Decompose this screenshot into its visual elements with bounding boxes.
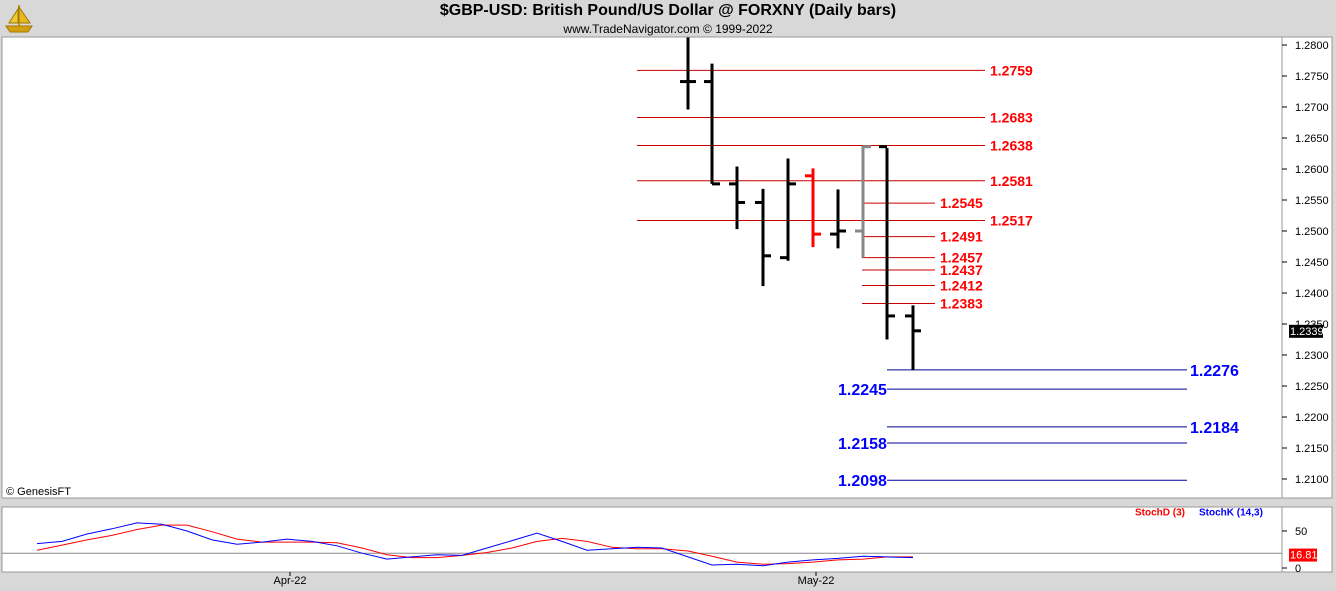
y-tick-label: 1.2550 [1295,195,1329,207]
ohlc-bar[interactable] [830,189,846,249]
stoch-d-line [36,524,913,565]
resistance-label: 1.2437 [940,262,983,278]
support-label: 1.2276 [1190,363,1239,380]
price-panel [1,36,1283,499]
resistance-label: 1.2517 [990,212,1033,228]
support-label: 1.2098 [838,473,887,490]
stochastic-axis [1281,506,1333,573]
stochastic-panel [1,506,1283,573]
y-tick-label: 1.2600 [1295,164,1329,176]
ohlc-bar[interactable] [905,305,921,370]
ohlc-bar[interactable] [755,188,771,287]
ohlc-bar[interactable] [805,168,821,248]
y-tick-label: 1.2200 [1295,412,1329,424]
resistance-label: 1.2383 [940,296,983,312]
gold-sailboat-logo-icon[interactable] [4,3,34,35]
stoch-d-legend: StochD (3) [1135,507,1185,518]
ohlc-bar[interactable] [855,145,871,258]
ohlc-bar[interactable] [680,37,696,110]
chart-title: $GBP-USD: British Pound/US Dollar @ FORX… [439,2,897,19]
support-label: 1.2245 [838,382,887,399]
ohlc-bar[interactable] [879,145,895,340]
y-tick-label: 1.2750 [1295,71,1329,83]
stoch-k-legend: StochK (14,3) [1199,507,1263,518]
resistance-label: 1.2581 [990,173,1033,189]
last-price-box [1289,324,1323,338]
stoch-y-tick-label: 50 [1295,526,1307,538]
resistance-label: 1.2457 [940,250,983,266]
stoch-k-line [36,522,914,567]
y-tick-label: 1.2250 [1295,381,1329,393]
ohlc-bar[interactable] [780,158,796,261]
y-tick-label: 1.2800 [1295,40,1329,52]
resistance-label: 1.2491 [940,229,983,245]
copyright-label: © GenesisFT [6,486,71,498]
y-tick-label: 1.2700 [1295,102,1329,114]
resistance-label: 1.2638 [990,137,1033,153]
resistance-label: 1.2412 [940,278,983,294]
y-tick-label: 1.2100 [1295,474,1329,486]
ohlc-bar[interactable] [704,63,720,186]
ohlc-bar[interactable] [729,166,745,230]
stoch-last-value-label: 16.81 [1290,550,1318,562]
stoch-y-tick-label: 0 [1295,563,1301,575]
support-label: 1.2158 [838,436,887,453]
y-tick-label: 1.2150 [1295,443,1329,455]
x-tick-label: Apr-22 [273,575,306,587]
y-tick-label: 1.2450 [1295,257,1329,269]
price-axis [1281,36,1333,499]
stoch-last-value-box [1289,548,1317,562]
resistance-label: 1.2683 [990,110,1033,126]
last-price-label: 1.2339 [1290,326,1324,338]
resistance-label: 1.2759 [990,62,1033,78]
y-tick-label: 1.2400 [1295,288,1329,300]
y-tick-label: 1.2300 [1295,350,1329,362]
chart-subtitle: www.TradeNavigator.com © 1999-2022 [563,22,773,36]
support-label: 1.2184 [1190,420,1239,437]
y-tick-label: 1.2650 [1295,133,1329,145]
y-tick-label: 1.2500 [1295,226,1329,238]
resistance-label: 1.2545 [940,195,983,211]
x-tick-label: May-22 [798,575,835,587]
